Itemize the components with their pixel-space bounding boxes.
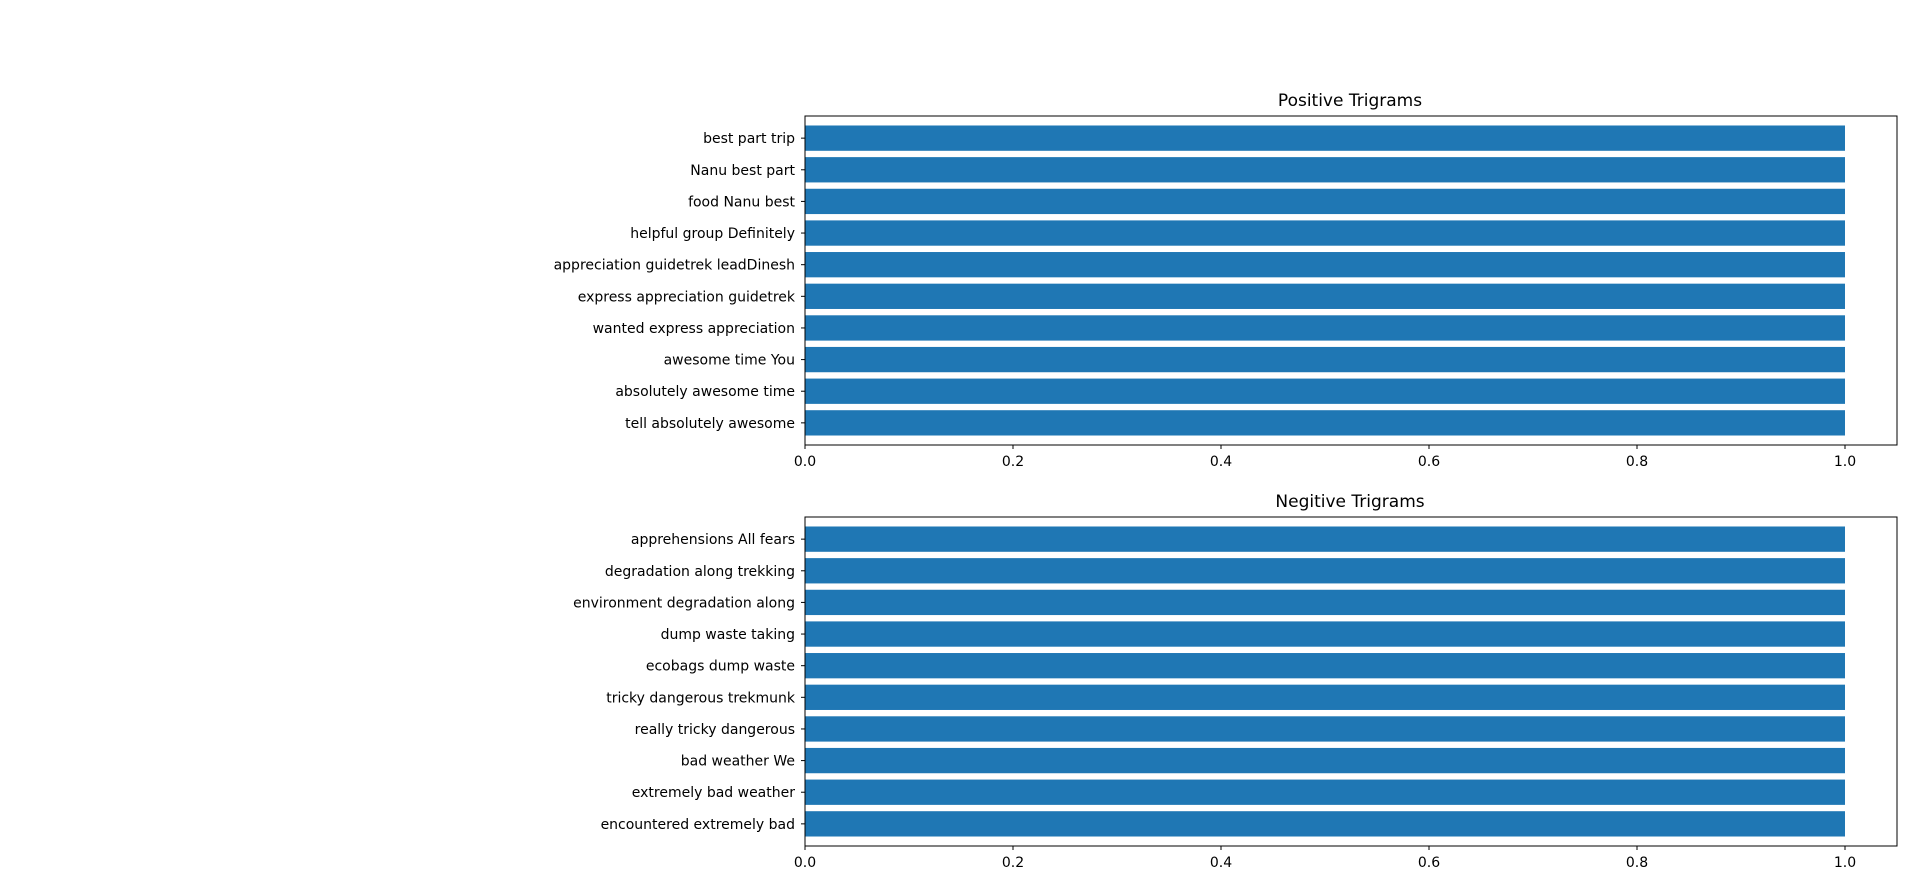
bar (805, 811, 1845, 837)
bar (805, 157, 1845, 183)
x-tick-label: 0.4 (1210, 454, 1232, 470)
y-tick-label: apprehensions All fears (631, 532, 795, 548)
bar (805, 779, 1845, 805)
y-tick-label: food Nanu best (688, 194, 795, 210)
bar (805, 188, 1845, 215)
bar (805, 315, 1845, 341)
bar (805, 684, 1845, 710)
bar (805, 558, 1845, 584)
positive-trigrams-chart: Positive Trigrams tell absolutely awesom… (554, 91, 1898, 470)
axes-frame (804, 115, 1898, 446)
x-tick-label: 0.2 (1002, 454, 1024, 470)
y-tick-label: best part trip (703, 131, 795, 147)
x-tick-label: 0.0 (794, 855, 816, 871)
bar (805, 526, 1845, 552)
y-tick-label: helpful group Definitely (630, 226, 795, 242)
bar (805, 410, 1845, 436)
x-tick-label: 0.6 (1418, 454, 1440, 470)
bar (805, 747, 1845, 774)
x-tick-label: 1.0 (1834, 855, 1856, 871)
bar (805, 378, 1845, 404)
y-tick-label: bad weather We (681, 754, 795, 770)
bar (805, 252, 1845, 278)
y-tick-label: express appreciation guidetrek (578, 289, 796, 305)
y-tick-label: Nanu best part (690, 163, 795, 179)
x-tick-label: 0.2 (1002, 855, 1024, 871)
y-tick-label: appreciation guidetrek leadDinesh (554, 258, 795, 274)
bar (805, 125, 1845, 151)
bar (805, 716, 1845, 742)
bar (805, 283, 1845, 309)
x-tick-label: 1.0 (1834, 454, 1856, 470)
bar (805, 589, 1845, 616)
x-tick-label: 0.4 (1210, 855, 1232, 871)
y-tick-label: awesome time You (664, 353, 795, 369)
chart-title: Positive Trigrams (1278, 91, 1422, 111)
x-tick-label: 0.0 (794, 454, 816, 470)
bar (805, 220, 1845, 246)
y-tick-label: wanted express appreciation (593, 321, 795, 337)
x-tick-label: 0.8 (1626, 855, 1648, 871)
y-tick-label: environment degradation along (573, 595, 795, 611)
y-tick-label: dump waste taking (661, 627, 795, 643)
x-tick-label: 0.8 (1626, 454, 1648, 470)
y-tick-label: encountered extremely bad (601, 817, 795, 833)
y-tick-label: extremely bad weather (632, 785, 796, 801)
y-tick-label: absolutely awesome time (615, 384, 795, 400)
y-tick-label: tell absolutely awesome (625, 416, 795, 432)
bar (805, 621, 1845, 647)
x-tick-label: 0.6 (1418, 855, 1440, 871)
axes-frame (804, 516, 1898, 847)
y-tick-label: tricky dangerous trekmunk (606, 690, 796, 706)
chart-title: Negitive Trigrams (1275, 492, 1424, 512)
bar (805, 653, 1845, 679)
y-tick-label: ecobags dump waste (646, 659, 795, 675)
y-tick-label: really tricky dangerous (635, 722, 795, 738)
negative-trigrams-chart: Negitive Trigrams encountered extremely … (573, 492, 1898, 871)
bar (805, 346, 1845, 373)
y-tick-label: degradation along trekking (605, 564, 795, 580)
